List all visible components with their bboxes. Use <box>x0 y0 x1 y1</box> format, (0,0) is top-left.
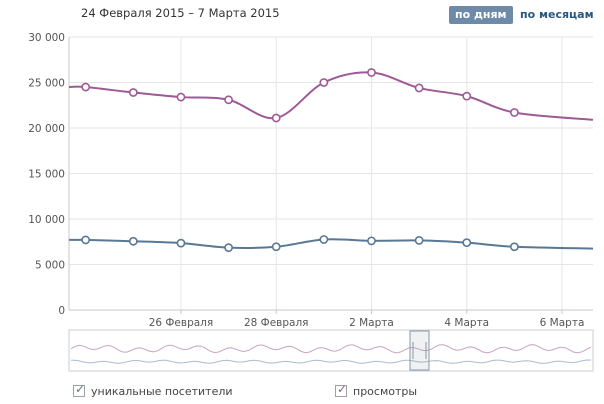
navigator-series-line <box>71 359 592 364</box>
data-point <box>319 235 329 244</box>
data-point <box>462 91 472 101</box>
navigator-selection <box>409 330 430 371</box>
y-tick-label: 0 <box>58 305 65 317</box>
x-tick-label: 6 Марта <box>540 317 585 329</box>
data-point <box>224 243 233 253</box>
data-point <box>414 235 424 245</box>
checkmark-icon: ✓ <box>337 382 348 396</box>
y-tick-label: 15 000 <box>28 169 65 181</box>
y-tick-label: 5 000 <box>35 260 65 272</box>
data-point <box>510 242 519 252</box>
legend-item-unique-visitors[interactable]: ✓ уникальные посетители <box>73 382 233 399</box>
x-tick-label: 26 Февраля <box>149 317 214 329</box>
range-navigator[interactable] <box>68 329 594 372</box>
data-point <box>367 236 376 246</box>
data-point <box>367 68 376 77</box>
data-point <box>510 108 519 117</box>
navigator-series-line <box>70 344 592 354</box>
legend-label-views: просмотры <box>353 384 418 398</box>
legend-label-unique-visitors: уникальные посетители <box>91 384 233 398</box>
date-range-label: 24 Февраля 2015 – 7 Марта 2015 <box>81 6 280 20</box>
chart-axes: 0 5 000 10 000 15 000 20 000 25 000 30 000 26 Ф… <box>28 32 593 329</box>
data-point <box>462 238 472 248</box>
y-tick-label: 30 000 <box>28 32 65 44</box>
data-point <box>81 235 91 245</box>
data-point <box>81 82 91 92</box>
legend-checkbox-views[interactable]: ✓ <box>335 382 348 397</box>
data-point <box>271 113 281 123</box>
data-point <box>319 78 329 87</box>
legend-item-views[interactable]: ✓ просмотры <box>335 382 418 399</box>
by-days-button[interactable]: по дням <box>449 6 513 24</box>
y-tick-label: 10 000 <box>28 214 65 226</box>
x-tick-label: 2 Марта <box>349 317 394 329</box>
checkmark-icon: ✓ <box>75 382 86 396</box>
line-chart: 0 5 000 10 000 15 000 20 000 25 000 30 000 26 Ф… <box>28 32 594 372</box>
chart-series <box>68 68 594 253</box>
legend-checkbox-unique-visitors[interactable]: ✓ <box>73 382 86 397</box>
chart-gridlines <box>69 36 593 311</box>
x-tick-label: 28 Февраля <box>244 317 309 329</box>
x-tick-label: 4 Марта <box>444 317 489 329</box>
y-tick-label: 20 000 <box>28 123 65 135</box>
by-months-button[interactable]: по месяцам <box>520 8 594 21</box>
data-point <box>128 236 138 246</box>
data-point <box>271 242 281 252</box>
data-point <box>414 83 424 93</box>
y-tick-label: 25 000 <box>28 78 65 90</box>
data-point <box>128 88 138 97</box>
data-point <box>176 92 186 102</box>
data-point <box>224 95 233 105</box>
data-point <box>176 238 186 248</box>
